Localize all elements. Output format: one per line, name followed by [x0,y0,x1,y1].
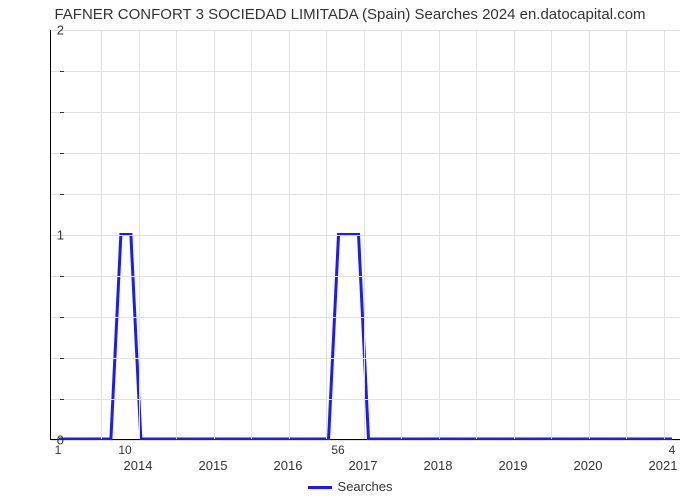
data-point-label: 4 [669,443,676,457]
y-axis-minor-tick [60,153,64,154]
grid-line-horizontal [51,112,680,113]
grid-line-horizontal [51,153,680,154]
y-axis-minor-tick [60,71,64,72]
y-axis-minor-tick [60,399,64,400]
legend: Searches [0,479,700,494]
y-axis-minor-tick [60,317,64,318]
plot-area [50,30,680,440]
grid-line-horizontal [51,440,680,441]
x-axis-tick-label: 2016 [274,458,303,473]
legend-label: Searches [338,479,393,494]
grid-line-horizontal [51,399,680,400]
y-axis-tick-label: 1 [57,228,64,243]
x-axis-tick-label: 2018 [424,458,453,473]
y-axis-minor-tick [60,358,64,359]
grid-line-horizontal [51,235,680,236]
grid-line-horizontal [51,358,680,359]
searches-chart: FAFNER CONFORT 3 SOCIEDAD LIMITADA (Spai… [0,0,700,500]
grid-line-horizontal [51,194,680,195]
x-axis-tick-label: 2021 [649,458,678,473]
y-axis-minor-tick [60,194,64,195]
x-axis-tick-label: 2020 [574,458,603,473]
x-axis-tick-label: 2019 [499,458,528,473]
x-axis-tick-label: 2015 [199,458,228,473]
data-point-label: 1 [55,443,62,457]
series-line [59,235,672,440]
grid-line-horizontal [51,30,680,31]
y-axis-minor-tick [60,276,64,277]
y-axis-minor-tick [60,112,64,113]
grid-line-horizontal [51,71,680,72]
x-axis-tick-label: 2014 [124,458,153,473]
chart-title: FAFNER CONFORT 3 SOCIEDAD LIMITADA (Spai… [0,6,700,23]
data-point-label: 56 [331,443,344,457]
legend-swatch [308,486,332,489]
grid-line-horizontal [51,276,680,277]
y-axis-tick-label: 2 [57,23,64,38]
data-point-label: 10 [118,443,131,457]
x-axis-tick-label: 2017 [349,458,378,473]
grid-line-horizontal [51,317,680,318]
